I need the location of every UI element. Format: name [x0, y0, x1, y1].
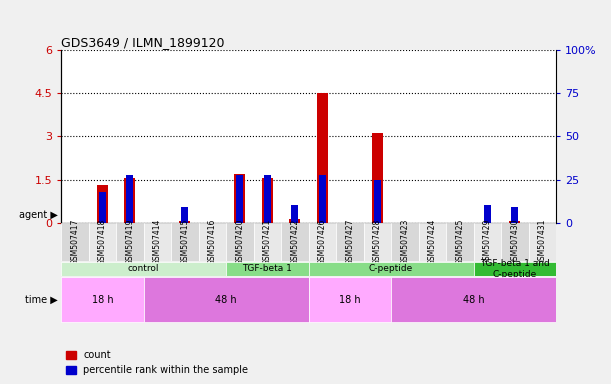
- Text: agent ▶: agent ▶: [19, 210, 58, 220]
- Text: GSM507423: GSM507423: [400, 219, 409, 265]
- Bar: [226, 262, 309, 276]
- Bar: [262, 177, 273, 223]
- Bar: [474, 223, 501, 262]
- Bar: [391, 223, 419, 262]
- Text: 48 h: 48 h: [463, 295, 485, 305]
- Bar: [501, 223, 529, 262]
- Bar: [336, 223, 364, 262]
- Text: GSM507421: GSM507421: [263, 219, 272, 265]
- Bar: [529, 223, 556, 262]
- Text: time ▶: time ▶: [25, 295, 58, 305]
- Bar: [474, 262, 556, 276]
- Bar: [281, 223, 309, 262]
- Text: GSM507415: GSM507415: [180, 219, 189, 265]
- Bar: [226, 223, 254, 262]
- Text: 48 h: 48 h: [215, 295, 237, 305]
- Bar: [371, 132, 382, 223]
- Bar: [236, 175, 243, 223]
- Text: C-peptide: C-peptide: [369, 265, 413, 273]
- Bar: [234, 174, 246, 223]
- Bar: [125, 178, 136, 223]
- Bar: [171, 223, 199, 262]
- Text: GSM507414: GSM507414: [153, 219, 162, 265]
- Text: GSM507424: GSM507424: [428, 219, 437, 265]
- Text: GSM507428: GSM507428: [373, 219, 382, 265]
- Text: GSM507425: GSM507425: [455, 219, 464, 265]
- Bar: [89, 223, 116, 262]
- Bar: [199, 223, 226, 262]
- Text: TGF-beta 1 and
C-peptide: TGF-beta 1 and C-peptide: [480, 259, 550, 279]
- Bar: [61, 277, 144, 322]
- Text: GSM507426: GSM507426: [318, 219, 327, 265]
- Bar: [484, 205, 491, 223]
- Bar: [446, 223, 474, 262]
- Bar: [309, 223, 336, 262]
- Text: GSM507427: GSM507427: [345, 219, 354, 265]
- Text: GSM507418: GSM507418: [98, 219, 107, 265]
- Bar: [61, 223, 89, 262]
- Bar: [510, 221, 520, 223]
- Bar: [511, 207, 518, 223]
- Bar: [179, 221, 191, 223]
- Bar: [364, 223, 391, 262]
- Bar: [99, 192, 106, 223]
- Bar: [264, 175, 271, 223]
- Text: GSM507422: GSM507422: [290, 219, 299, 265]
- Bar: [391, 277, 556, 322]
- Bar: [61, 262, 226, 276]
- Bar: [316, 93, 327, 223]
- Text: GDS3649 / ILMN_1899120: GDS3649 / ILMN_1899120: [61, 36, 225, 49]
- Bar: [419, 223, 446, 262]
- Text: 18 h: 18 h: [339, 295, 360, 305]
- Bar: [126, 175, 133, 223]
- Bar: [254, 223, 281, 262]
- Text: TGF-beta 1: TGF-beta 1: [243, 265, 292, 273]
- Text: 18 h: 18 h: [92, 295, 113, 305]
- Text: GSM507416: GSM507416: [208, 219, 217, 265]
- Text: GSM507417: GSM507417: [70, 219, 79, 265]
- Bar: [181, 207, 188, 223]
- Bar: [97, 185, 108, 223]
- Bar: [374, 180, 381, 223]
- Bar: [291, 205, 298, 223]
- Text: control: control: [128, 265, 159, 273]
- Bar: [319, 175, 326, 223]
- Text: GSM507419: GSM507419: [125, 219, 134, 265]
- Bar: [309, 262, 474, 276]
- Text: GSM507431: GSM507431: [538, 219, 547, 265]
- Text: GSM507429: GSM507429: [483, 219, 492, 265]
- Bar: [309, 277, 391, 322]
- Bar: [290, 219, 301, 223]
- Text: GSM507420: GSM507420: [235, 219, 244, 265]
- Bar: [116, 223, 144, 262]
- Text: GSM507430: GSM507430: [510, 219, 519, 265]
- Bar: [144, 223, 171, 262]
- Bar: [144, 277, 309, 322]
- Legend: count, percentile rank within the sample: count, percentile rank within the sample: [66, 351, 249, 375]
